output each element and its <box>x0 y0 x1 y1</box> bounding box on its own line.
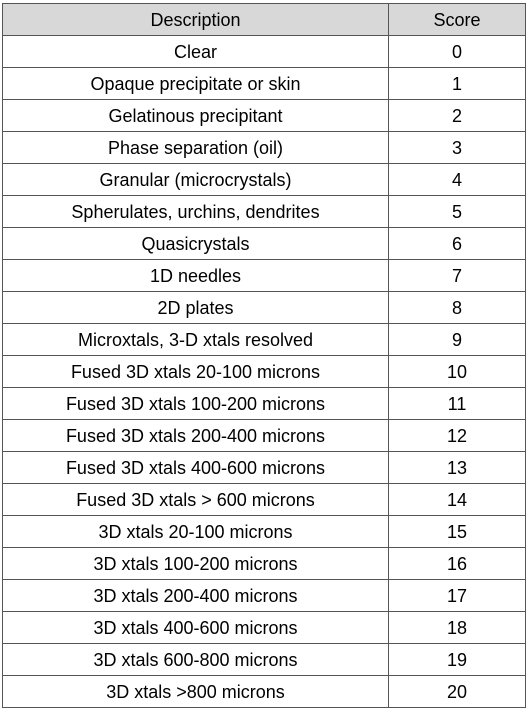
description-cell: Fused 3D xtals 100-200 microns <box>2 387 389 420</box>
table-row: 1D needles 7 <box>2 259 526 292</box>
description-cell: Fused 3D xtals 200-400 microns <box>2 419 389 452</box>
table-row: Fused 3D xtals 20-100 microns 10 <box>2 355 526 388</box>
table-row: Gelatinous precipitant 2 <box>2 99 526 132</box>
score-cell: 19 <box>388 643 526 676</box>
score-cell: 4 <box>388 163 526 196</box>
table-row: 3D xtals >800 microns 20 <box>2 675 526 708</box>
description-cell: Spherulates, urchins, dendrites <box>2 195 389 228</box>
description-cell: Fused 3D xtals 20-100 microns <box>2 355 389 388</box>
description-cell: 3D xtals 400-600 microns <box>2 611 389 644</box>
table-row: Fused 3D xtals 100-200 microns 11 <box>2 387 526 420</box>
table-row: Phase separation (oil) 3 <box>2 131 526 164</box>
score-cell: 10 <box>388 355 526 388</box>
score-cell: 16 <box>388 547 526 580</box>
score-cell: 15 <box>388 515 526 548</box>
description-cell: 2D plates <box>2 291 389 324</box>
score-table: Description Score Clear 0 Opaque precipita… <box>2 3 526 708</box>
table-row: Fused 3D xtals 200-400 microns 12 <box>2 419 526 452</box>
table-row: Opaque precipitate or skin 1 <box>2 67 526 100</box>
score-header: Score <box>388 3 526 36</box>
score-cell: 11 <box>388 387 526 420</box>
table-row: Microxtals, 3-D xtals resolved 9 <box>2 323 526 356</box>
table-body: Clear 0 Opaque precipitate or skin 1 Gelatin… <box>2 35 526 708</box>
description-cell: Microxtals, 3-D xtals resolved <box>2 323 389 356</box>
description-cell: 3D xtals 100-200 microns <box>2 547 389 580</box>
description-cell: Gelatinous precipitant <box>2 99 389 132</box>
score-cell: 3 <box>388 131 526 164</box>
description-cell: Granular (microcrystals) <box>2 163 389 196</box>
score-cell: 6 <box>388 227 526 260</box>
description-cell: Opaque precipitate or skin <box>2 67 389 100</box>
description-cell: 3D xtals 20-100 microns <box>2 515 389 548</box>
description-cell: Clear <box>2 35 389 68</box>
table-row: 3D xtals 20-100 microns 15 <box>2 515 526 548</box>
score-cell: 1 <box>388 67 526 100</box>
description-cell: Fused 3D xtals 400-600 microns <box>2 451 389 484</box>
score-cell: 2 <box>388 99 526 132</box>
table-row: Fused 3D xtals > 600 microns 14 <box>2 483 526 516</box>
description-cell: 3D xtals 200-400 microns <box>2 579 389 612</box>
table-row: 3D xtals 600-800 microns 19 <box>2 643 526 676</box>
table-row: Fused 3D xtals 400-600 microns 13 <box>2 451 526 484</box>
table-row: Quasicrystals 6 <box>2 227 526 260</box>
score-cell: 17 <box>388 579 526 612</box>
table-row: 2D plates 8 <box>2 291 526 324</box>
description-cell: Quasicrystals <box>2 227 389 260</box>
score-cell: 14 <box>388 483 526 516</box>
score-cell: 18 <box>388 611 526 644</box>
description-cell: Fused 3D xtals > 600 microns <box>2 483 389 516</box>
description-cell: 3D xtals >800 microns <box>2 675 389 708</box>
table-row: Clear 0 <box>2 35 526 68</box>
table-row: 3D xtals 200-400 microns 17 <box>2 579 526 612</box>
score-cell: 8 <box>388 291 526 324</box>
score-cell: 13 <box>388 451 526 484</box>
description-cell: 1D needles <box>2 259 389 292</box>
score-cell: 7 <box>388 259 526 292</box>
score-cell: 12 <box>388 419 526 452</box>
description-cell: 3D xtals 600-800 microns <box>2 643 389 676</box>
table-row: 3D xtals 400-600 microns 18 <box>2 611 526 644</box>
header-row: Description Score <box>2 3 526 36</box>
score-cell: 0 <box>388 35 526 68</box>
table-row: 3D xtals 100-200 microns 16 <box>2 547 526 580</box>
table-row: Granular (microcrystals) 4 <box>2 163 526 196</box>
table-row: Spherulates, urchins, dendrites 5 <box>2 195 526 228</box>
description-header: Description <box>2 3 389 36</box>
score-cell: 9 <box>388 323 526 356</box>
score-cell: 5 <box>388 195 526 228</box>
score-cell: 20 <box>388 675 526 708</box>
description-cell: Phase separation (oil) <box>2 131 389 164</box>
